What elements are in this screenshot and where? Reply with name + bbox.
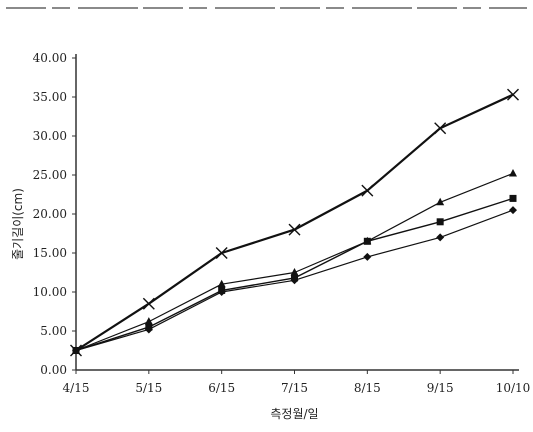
x-marker-stroke [142, 297, 155, 310]
x-marker-stroke [507, 88, 519, 101]
data-point-square [145, 323, 153, 331]
x-marker-stroke [288, 223, 301, 236]
x-marker-stroke [361, 184, 374, 197]
x-marker-stroke [434, 122, 447, 135]
y-tick-label: 10.00 [33, 285, 67, 299]
data-point-x [288, 223, 301, 236]
data-point-x [70, 344, 82, 357]
data-point-triangle [144, 317, 153, 325]
data-point-triangle [436, 197, 445, 206]
data-point-square [218, 286, 226, 294]
x-tick-label: 6/15 [208, 381, 235, 395]
data-point-square [291, 274, 298, 282]
axes [75, 54, 519, 371]
x-tick-label: 7/15 [281, 381, 308, 395]
series-line [75, 93, 514, 352]
y-ticks: 0.00 5.00 10.00 15.00 20.00 25.00 30.00 35.00 40… [33, 51, 76, 377]
x-tick-label: 5/15 [135, 381, 162, 395]
y-tick-label: 30.00 [33, 129, 67, 143]
series-group [70, 88, 519, 357]
data-point-diamond [509, 206, 517, 215]
data-point-x [215, 247, 228, 259]
y-tick-label: 25.00 [33, 168, 67, 182]
data-point-diamond [436, 233, 445, 242]
data-point-x [142, 297, 155, 310]
y-tick-label: 0.00 [40, 363, 67, 377]
x-tick-label: 9/15 [427, 381, 454, 395]
y-tick-label: 35.00 [33, 90, 67, 104]
x-axis-title: 측정월/일 [270, 407, 318, 421]
series-x [70, 88, 519, 357]
series-line [75, 172, 514, 352]
y-axis-title: 줄기길이(cm) [11, 188, 25, 260]
x-ticks: 4/15 5/15 6/15 7/15 8/15 9/15 10/10 [63, 370, 531, 395]
y-tick-label: 40.00 [33, 51, 67, 65]
x-marker-stroke [70, 344, 82, 357]
data-point-x [507, 88, 519, 101]
x-tick-label: 8/15 [354, 381, 381, 395]
y-tick-label: 5.00 [40, 324, 67, 338]
x-tick-label: 4/15 [63, 381, 90, 395]
data-point-triangle [217, 279, 226, 288]
data-point-square [436, 218, 444, 226]
y-tick-label: 20.00 [33, 207, 67, 221]
data-point-diamond [363, 252, 372, 261]
data-point-x [361, 184, 374, 197]
series-triangle [72, 168, 517, 354]
x-tick-label: 10/10 [496, 381, 531, 395]
data-point-x [434, 122, 447, 135]
data-point-triangle [363, 236, 372, 245]
y-tick-label: 15.00 [33, 246, 67, 260]
data-point-triangle [509, 168, 517, 177]
data-point-triangle [290, 268, 299, 276]
x-marker-stroke [215, 247, 228, 259]
data-point-square [509, 194, 517, 202]
